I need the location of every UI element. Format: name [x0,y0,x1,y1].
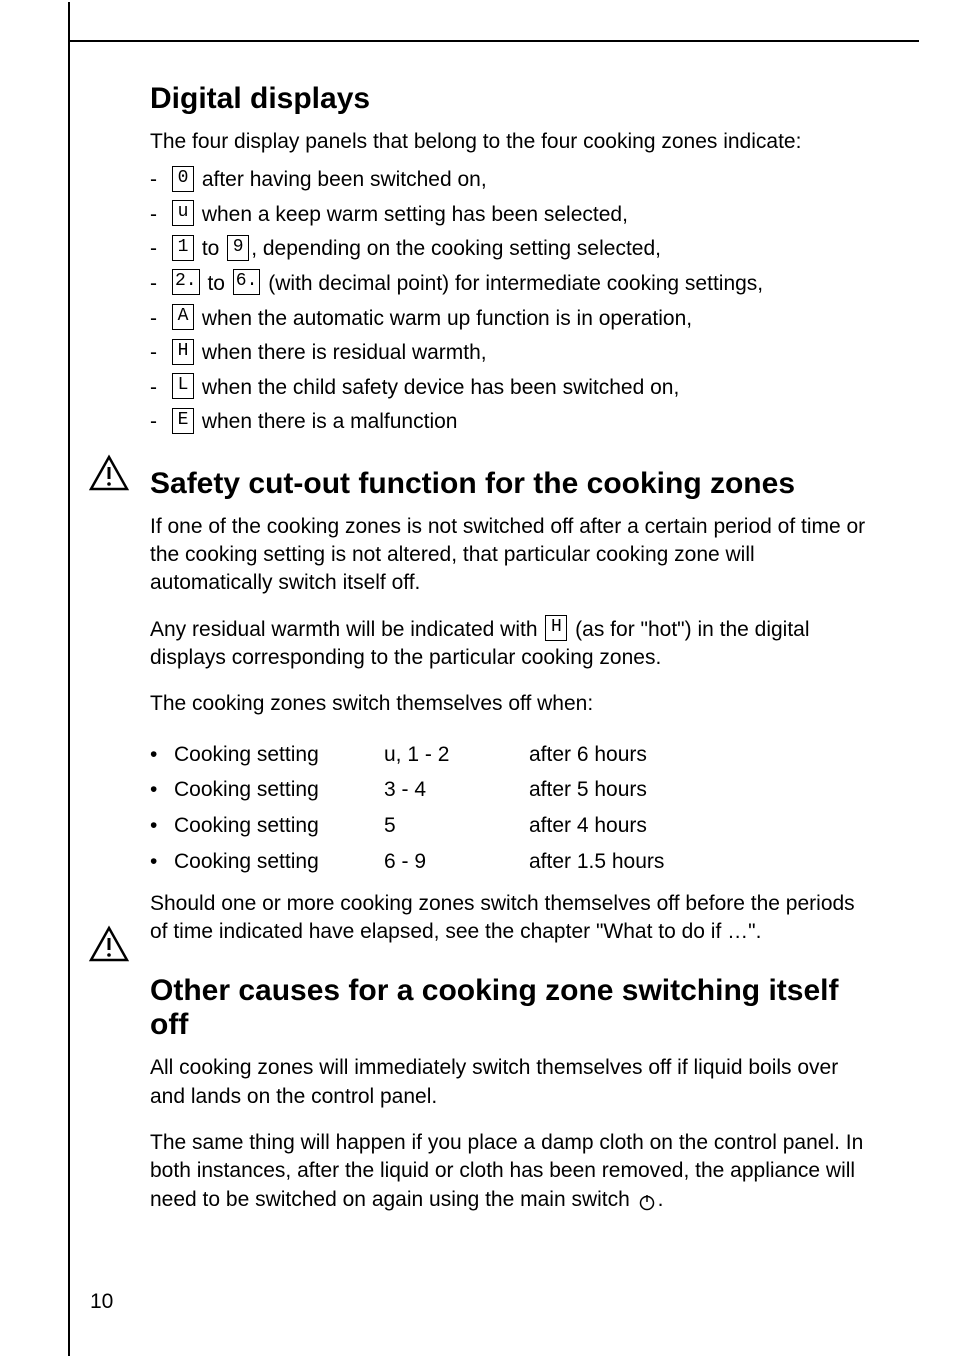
safety-p1: If one of the cooking zones is not switc… [150,513,869,598]
heading-digital-displays: Digital displays [150,82,869,116]
glyph-icon: A [172,304,194,330]
list-item: H when there is residual warmth, [150,337,869,370]
glyph-icon: L [172,373,194,399]
list-item: L when the child safety device has been … [150,372,869,405]
power-icon [638,1191,656,1209]
other-p2: The same thing will happen if you place … [150,1129,869,1214]
section-other-causes: Other causes for a cooking zone switchin… [150,974,869,1214]
list-item: u when a keep warm setting has been sele… [150,199,869,232]
cooking-settings-table: • Cooking setting u, 1 - 2 after 6 hours… [150,737,869,880]
glyph-icon: u [172,200,194,226]
other-p1: All cooking zones will immediately switc… [150,1054,869,1111]
glyph-icon: 6. [233,269,261,295]
list-item: 0 after having been switched on, [150,164,869,197]
table-row: • Cooking setting 6 - 9 after 1.5 hours [150,844,869,880]
safety-note: Should one or more cooking zones switch … [150,890,869,947]
glyph-icon: 9 [227,235,249,261]
warning-triangle-icon [88,454,130,492]
display-indicator-list: 0 after having been switched on, u when … [150,164,869,438]
heading-other-causes: Other causes for a cooking zone switchin… [150,974,869,1042]
table-row: • Cooking setting 5 after 4 hours [150,808,869,844]
list-item: 1 to 9, depending on the cooking setting… [150,233,869,266]
section-safety-cutout: Safety cut-out function for the cooking … [150,467,869,947]
warning-triangle-icon [88,925,130,963]
heading-safety-cutout: Safety cut-out function for the cooking … [150,467,869,501]
list-item: A when the automatic warm up function is… [150,303,869,336]
glyph-icon: H [172,339,194,365]
glyph-icon: 1 [172,235,194,261]
section-digital-displays: Digital displays The four display panels… [150,82,869,439]
table-row: • Cooking setting u, 1 - 2 after 6 hours [150,737,869,773]
list-item: E when there is a malfunction [150,406,869,439]
glyph-icon: E [172,408,194,434]
glyph-icon: H [545,615,567,641]
intro-digital-displays: The four display panels that belong to t… [150,128,869,156]
safety-p3: The cooking zones switch themselves off … [150,690,869,718]
table-row: • Cooking setting 3 - 4 after 5 hours [150,772,869,808]
page-number: 10 [90,1290,113,1314]
list-item: 2. to 6. (with decimal point) for interm… [150,268,869,301]
safety-p2: Any residual warmth will be indicated wi… [150,616,869,673]
glyph-icon: 0 [172,166,194,192]
glyph-icon: 2. [172,269,200,295]
